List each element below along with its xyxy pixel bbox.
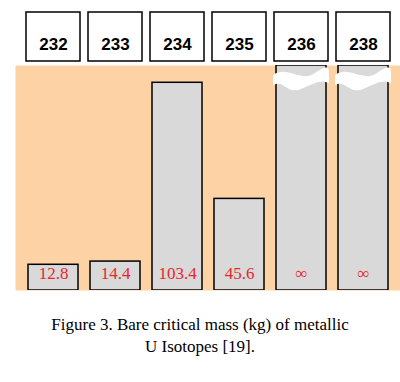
svg-text:14.4: 14.4 [101, 264, 131, 283]
svg-text:232: 232 [39, 35, 67, 54]
svg-text:236: 236 [287, 35, 315, 54]
svg-text:103.4: 103.4 [158, 264, 197, 283]
html-text:Figure 3. Bare critical mass (: Figure 3. Bare critical mass (kg) of met… [51, 315, 349, 356]
svg-text:12.8: 12.8 [39, 264, 69, 283]
svg-text:45.6: 45.6 [225, 264, 255, 283]
svg-text:∞: ∞ [357, 264, 369, 283]
svg-text:∞: ∞ [295, 264, 307, 283]
svg-text:238: 238 [349, 35, 377, 54]
svg-text:234: 234 [163, 35, 192, 54]
svg-text:235: 235 [225, 35, 253, 54]
svg-text:233: 233 [101, 35, 129, 54]
